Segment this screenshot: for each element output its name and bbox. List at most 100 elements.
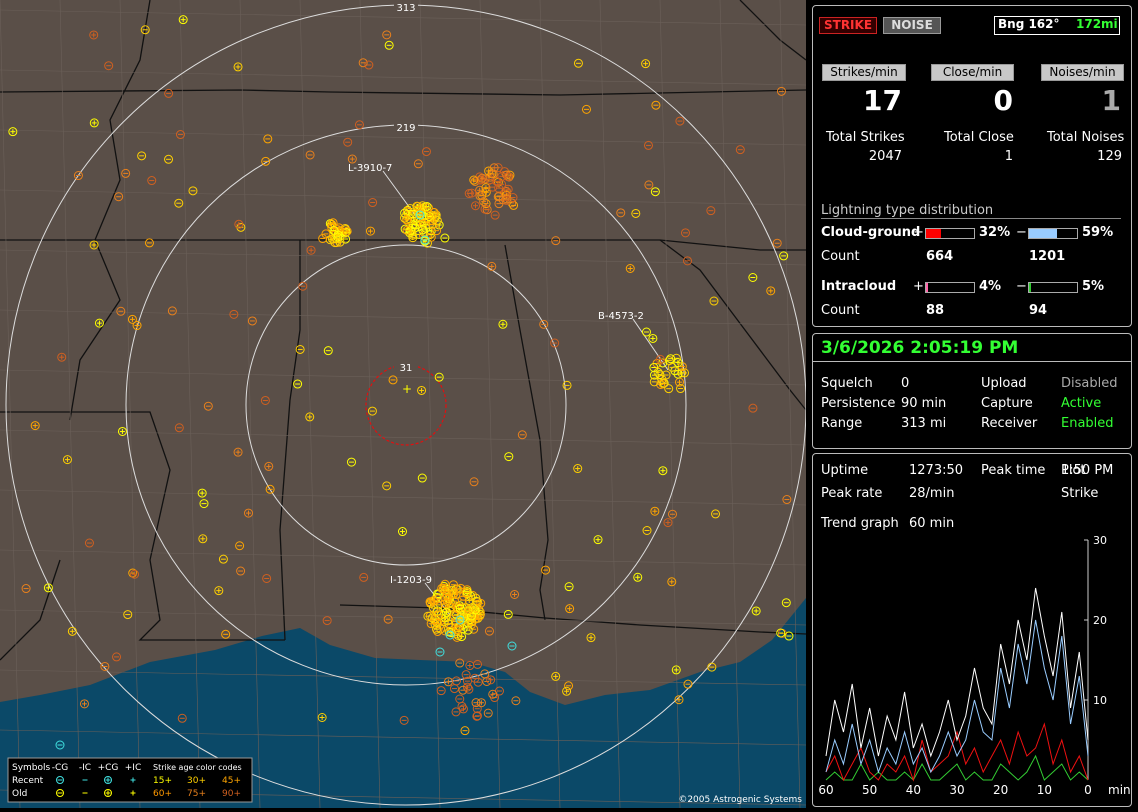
strike-symbol (359, 572, 369, 582)
strike-symbol (735, 145, 745, 155)
strike-symbol (709, 296, 719, 306)
strike-symbol (631, 208, 641, 218)
county-line (419, 0, 441, 808)
strike-symbol (488, 689, 498, 699)
strike-symbol (562, 380, 572, 390)
county-line (359, 0, 381, 808)
strike-symbol (104, 61, 114, 71)
strike-symbol (465, 661, 475, 671)
strike-symbol (748, 273, 758, 283)
strike-symbol (462, 682, 472, 692)
strike-symbol (667, 577, 677, 587)
strike-symbol (178, 15, 188, 25)
legend-column: +IC (125, 763, 141, 773)
gulf (0, 598, 806, 808)
strike-symbol (673, 358, 683, 368)
storm-label: I-1203-9 (390, 575, 432, 586)
strike-symbol (402, 215, 412, 225)
strike-symbol (489, 163, 499, 173)
strike-symbol (262, 573, 272, 583)
strike-symbol (455, 694, 465, 704)
percent: 59% (1082, 225, 1114, 240)
setting-value: 90 min (901, 396, 947, 411)
legend-age: 30+ (187, 776, 206, 786)
setting-label: Persistence (821, 396, 896, 411)
strike-symbol (130, 569, 140, 579)
sign: + (913, 279, 924, 294)
strike-button[interactable]: STRIKE (819, 17, 877, 34)
trend-line (825, 587, 1089, 758)
range-label-bg (394, 361, 418, 373)
strike-symbol (236, 566, 246, 576)
bar-fill (926, 229, 942, 238)
bar-frame (1028, 282, 1078, 293)
legend-row: Recent (12, 776, 44, 786)
strike-symbol (402, 225, 412, 235)
strike-symbol (382, 30, 392, 40)
strike-symbol (247, 316, 257, 326)
strike-symbol (502, 194, 512, 204)
trend-graph: 10 20 30 60 50 40 30 20 10 0 min (818, 535, 1130, 797)
strike-symbol (641, 327, 651, 337)
strike-symbol (511, 696, 521, 706)
count: 664 (926, 249, 954, 264)
county-line (599, 0, 621, 808)
strike-symbol (776, 86, 786, 96)
strike-symbol (472, 711, 482, 721)
strike-symbol (55, 740, 65, 750)
county-line (0, 0, 21, 808)
rate-value: 0 (993, 84, 1013, 117)
strike-symbol (683, 679, 693, 689)
strike-symbol (487, 261, 497, 271)
state-border (0, 411, 285, 641)
strike-symbol (432, 592, 442, 602)
trend-line (825, 754, 1089, 781)
sign: + (913, 225, 924, 240)
strike-symbol (461, 670, 471, 680)
y-tick-label: 30 (1093, 535, 1107, 547)
rate-value: 17 (863, 84, 902, 117)
strike-symbol (436, 686, 446, 696)
strike-symbol (748, 403, 758, 413)
strike-symbol (674, 695, 684, 705)
strike-symbol (317, 713, 327, 723)
strike-symbol (426, 619, 436, 629)
legend-age: 90+ (222, 789, 241, 799)
strike-symbol (471, 593, 481, 603)
total-value: 1 (1004, 149, 1013, 164)
strike-symbol (488, 182, 498, 192)
strike-symbol (388, 375, 398, 385)
rate-label[interactable]: Strikes/min (822, 64, 906, 81)
strike-symbol (462, 587, 472, 597)
rate-label[interactable]: Noises/min (1041, 64, 1124, 81)
strike-symbol (421, 147, 431, 157)
strike-symbol (481, 199, 491, 209)
x-tick-label: 30 (949, 783, 964, 797)
rate-label[interactable]: Close/min (931, 64, 1014, 81)
strike-symbol (648, 333, 658, 343)
strike-symbol (295, 344, 305, 354)
stat-label: Plot (1061, 463, 1086, 478)
county-line (0, 429, 806, 446)
strike-symbol (473, 677, 483, 687)
strike-symbol (112, 652, 122, 662)
legend-age: 15+ (153, 776, 172, 786)
strike-symbol (642, 526, 652, 536)
strike-symbol (479, 196, 489, 206)
strike-symbol (471, 201, 481, 211)
strike-symbol (415, 210, 425, 220)
legend-row: Old (12, 789, 27, 799)
strike-symbol (323, 346, 333, 356)
rates-panel (812, 5, 1132, 327)
county-line (779, 0, 801, 808)
strike-symbol (539, 319, 549, 329)
sign: − (1016, 279, 1027, 294)
strike-symbol (367, 406, 377, 416)
strike-symbol (175, 130, 185, 140)
strike-symbol (347, 154, 357, 164)
noise-button[interactable]: NOISE (883, 17, 941, 34)
legend-symbol (56, 789, 64, 797)
strike-symbol (144, 238, 154, 248)
strike-symbol (333, 225, 343, 235)
strike-symbol (174, 423, 184, 433)
